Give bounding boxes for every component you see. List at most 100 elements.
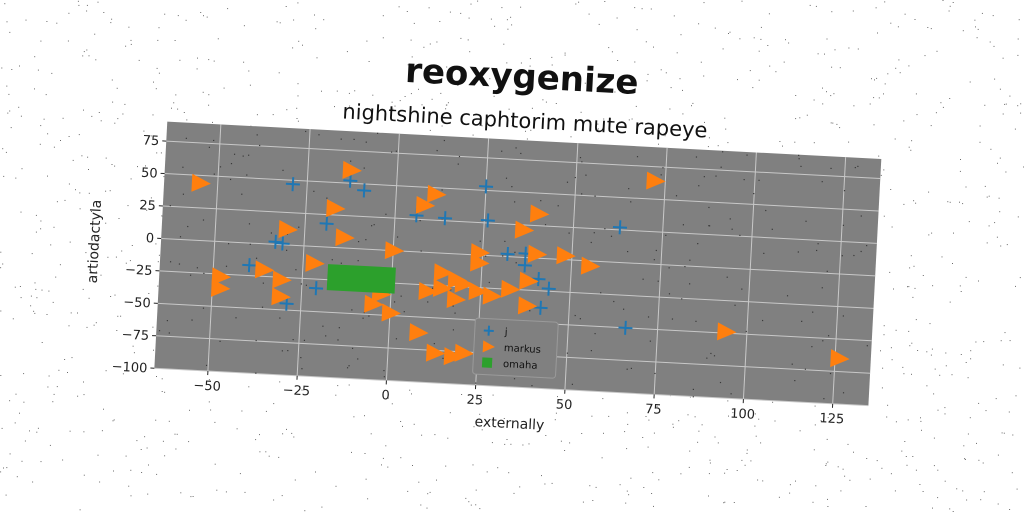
x-tick-label: 125: [819, 411, 845, 427]
j-point: [343, 173, 358, 188]
markus-point: [335, 228, 355, 247]
x-tick-label: 75: [645, 402, 662, 418]
markus-point: [254, 260, 275, 279]
j-point: [319, 216, 334, 231]
markus-point: [271, 287, 291, 306]
legend-markus-marker: [482, 340, 495, 353]
markus-point: [529, 204, 550, 223]
j-point: [618, 320, 633, 335]
y-tick-label: 50: [141, 166, 158, 182]
y-tick-label: 0: [145, 231, 154, 246]
markus-point: [717, 322, 737, 341]
x-tick-label: 0: [381, 388, 390, 403]
j-point: [285, 177, 300, 192]
markus-point: [432, 278, 453, 297]
markus-point: [384, 241, 405, 260]
markus-point: [482, 286, 503, 305]
markus-point: [427, 184, 447, 203]
x-gridline: [653, 147, 668, 395]
markus-point: [415, 195, 436, 214]
markus-point: [433, 263, 454, 282]
legend-omaha-marker: [481, 357, 493, 368]
plot-background: [154, 121, 882, 406]
x-tick-label: 100: [730, 406, 756, 422]
j-point: [480, 213, 495, 228]
markus-point: [425, 343, 446, 362]
plot-area: −50 −25 0 25 50 75 100 125 −100 −75 −50 −25 0 25 50 75…: [85, 121, 882, 434]
j-point: [479, 179, 494, 194]
y-tick-label: 25: [139, 198, 156, 214]
y-gridline: [164, 173, 879, 212]
markus-point: [326, 199, 346, 218]
y-gridline: [161, 237, 876, 277]
x-axis-label: externally: [474, 414, 545, 434]
j-point: [268, 234, 283, 249]
data-marks: [191, 160, 850, 368]
x-gridline: [207, 124, 222, 372]
markus-point: [514, 220, 535, 239]
markus-point: [342, 160, 362, 179]
y-gridline: [166, 140, 881, 179]
markus-point: [443, 347, 464, 366]
x-gridline: [564, 143, 579, 390]
legend: j markus omaha: [472, 317, 559, 379]
markus-point: [454, 274, 475, 293]
j-point: [531, 272, 546, 287]
chart-title: reoxygenize: [404, 51, 639, 103]
y-tick-label: −25: [125, 263, 153, 279]
markus-point: [418, 282, 438, 300]
y-axis-label: artiodactyla: [85, 199, 105, 283]
j-point: [517, 258, 532, 273]
y-axis-ticks: −100 −75 −50 −25 0 25 50 75: [111, 133, 167, 376]
j-point: [309, 281, 324, 296]
j-point: [541, 281, 556, 296]
markus-point: [556, 246, 576, 265]
x-axis-ticks: −50 −25 0 25 50 75 100 125: [193, 371, 845, 427]
markus-point: [519, 271, 539, 290]
markus-point: [211, 267, 232, 286]
x-tick-label: −50: [193, 378, 221, 394]
markus-point: [580, 256, 601, 275]
y-tick-label: −50: [123, 295, 151, 311]
x-gridline: [296, 129, 311, 376]
x-tick-label: 50: [555, 397, 572, 413]
y-tick-label: −75: [121, 328, 149, 344]
markus-point: [305, 253, 325, 272]
markus-point: [646, 171, 666, 190]
x-tick-label: 25: [466, 393, 483, 409]
markus-point: [210, 278, 231, 297]
j-point: [500, 246, 515, 262]
j-point: [242, 258, 257, 273]
legend-j-label: j: [503, 327, 507, 338]
legend-omaha-label: omaha: [503, 359, 538, 372]
markus-point: [527, 244, 548, 263]
markus-point: [409, 323, 429, 342]
markus-point: [517, 296, 538, 315]
grid: [154, 124, 881, 407]
j-point: [612, 220, 628, 235]
markus-point: [446, 289, 467, 308]
j-point: [437, 211, 453, 226]
markus-point: [381, 303, 401, 322]
y-gridline: [154, 367, 869, 407]
plot-noise: [158, 130, 868, 400]
legend-markus-label: markus: [504, 343, 542, 356]
markus-point: [468, 282, 488, 301]
x-gridline: [385, 133, 400, 381]
markus-point: [500, 279, 521, 298]
j-point: [357, 183, 372, 198]
x-tick-label: −25: [282, 383, 310, 399]
markus-point: [470, 253, 490, 272]
markus-point: [364, 294, 384, 313]
markus-point: [454, 343, 475, 362]
j-point: [279, 296, 294, 311]
markus-point: [278, 220, 298, 238]
j-point: [275, 236, 290, 251]
markus-point: [830, 349, 850, 368]
omaha-cluster: [326, 264, 396, 294]
y-tick-label: 75: [142, 133, 159, 149]
markus-point: [191, 173, 211, 192]
legend-box: [472, 317, 559, 379]
j-point: [533, 300, 548, 315]
